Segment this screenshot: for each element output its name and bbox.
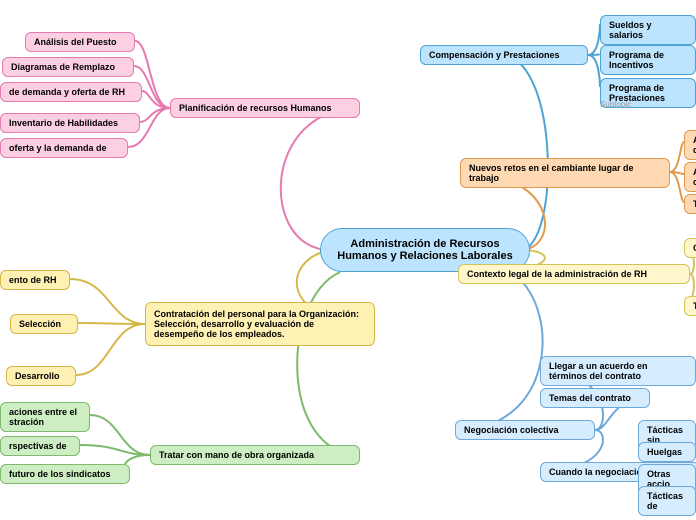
- node-legal[interactable]: Contexto legal de la administración de R…: [458, 264, 690, 284]
- edge: [588, 55, 600, 87]
- node-c1[interactable]: ento de RH: [0, 270, 70, 290]
- node-cp2[interactable]: Programa de Incentivos: [600, 45, 696, 75]
- subtopic-label: Subtopic: [600, 100, 631, 109]
- edge: [670, 142, 684, 172]
- edge: [455, 272, 542, 430]
- node-t2[interactable]: rspectivas de: [0, 436, 80, 456]
- node-r2[interactable]: Ac co: [684, 162, 696, 192]
- node-c2[interactable]: Selección: [10, 314, 78, 334]
- node-retos[interactable]: Nuevos retos en el cambiante lugar de tr…: [460, 158, 670, 188]
- node-p4[interactable]: Inventario de Habilidades: [0, 113, 140, 133]
- node-cp1[interactable]: Sueldos y salarios: [600, 15, 696, 45]
- node-contr[interactable]: Contratación del personal para la Organi…: [145, 302, 375, 346]
- node-r1[interactable]: Ac de: [684, 130, 696, 160]
- node-l2[interactable]: Ten: [684, 296, 696, 316]
- node-nf4[interactable]: Tácticas de: [638, 486, 696, 516]
- node-nf2[interactable]: Huelgas: [638, 442, 696, 462]
- node-plan[interactable]: Planificación de recursos Humanos: [170, 98, 360, 118]
- node-p3[interactable]: de demanda y oferta de RH: [0, 82, 142, 102]
- node-n2[interactable]: Temas del contrato: [540, 388, 650, 408]
- edge: [76, 324, 145, 375]
- edge: [70, 279, 145, 324]
- edge: [588, 24, 600, 55]
- node-l1[interactable]: Opo: [684, 238, 696, 258]
- node-r3[interactable]: Tr: [684, 194, 696, 214]
- edge: [670, 172, 684, 202]
- node-p5[interactable]: oferta y la demanda de: [0, 138, 128, 158]
- node-neg[interactable]: Negociación colectiva: [455, 420, 595, 440]
- edge: [80, 445, 150, 455]
- edge: [90, 415, 150, 455]
- edge: [78, 323, 145, 324]
- node-tratar[interactable]: Tratar con mano de obra organizada: [150, 445, 360, 465]
- node-t1[interactable]: aciones entre el stración: [0, 402, 90, 432]
- node-comp[interactable]: Compensación y Prestaciones: [420, 45, 588, 65]
- node-n1[interactable]: Llegar a un acuerdo en términos del cont…: [540, 356, 696, 386]
- edge: [297, 272, 360, 455]
- node-c3[interactable]: Desarrollo: [6, 366, 76, 386]
- node-p2[interactable]: Diagramas de Remplazo: [2, 57, 134, 77]
- edge: [500, 55, 548, 250]
- node-t3[interactable]: futuro de los sindicatos: [0, 464, 130, 484]
- node-p1[interactable]: Análisis del Puesto: [25, 32, 135, 52]
